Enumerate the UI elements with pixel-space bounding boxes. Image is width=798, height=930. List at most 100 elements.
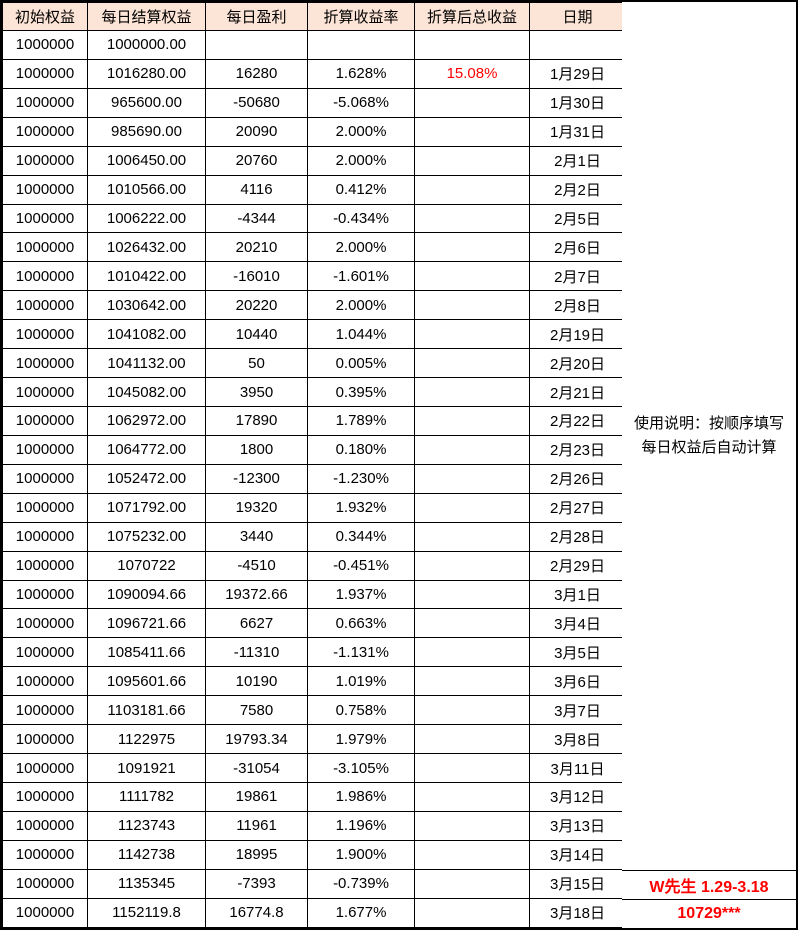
cell-return-rate[interactable]: 2.000% [307,290,415,321]
cell-return-rate[interactable]: -0.739% [307,868,415,899]
cell-initial-equity[interactable]: 1000000 [2,203,88,234]
cell-daily-profit[interactable]: 19861 [205,781,308,812]
cell-initial-equity[interactable]: 1000000 [2,116,88,147]
cell-return-rate[interactable]: 1.677% [307,897,415,928]
cell-daily-profit[interactable]: -50680 [205,87,308,118]
cell-date[interactable]: 3月18日 [529,897,626,928]
cell-initial-equity[interactable]: 1000000 [2,724,88,755]
cell-initial-equity[interactable]: 1000000 [2,897,88,928]
cell-settlement-equity[interactable]: 1095601.66 [87,666,206,697]
cell-date[interactable]: 3月5日 [529,637,626,668]
column-header-total-return[interactable]: 折算后总收益 [414,2,530,31]
cell-total-return[interactable] [414,116,530,147]
cell-initial-equity[interactable]: 1000000 [2,174,88,205]
cell-date[interactable]: 3月4日 [529,608,626,639]
cell-settlement-equity[interactable]: 1071792.00 [87,492,206,523]
cell-total-return[interactable] [414,695,530,726]
cell-date[interactable]: 2月28日 [529,521,626,552]
cell-initial-equity[interactable]: 1000000 [2,579,88,610]
cell-settlement-equity[interactable]: 1064772.00 [87,434,206,465]
cell-daily-profit[interactable]: 16774.8 [205,897,308,928]
cell-daily-profit[interactable]: -7393 [205,868,308,899]
cell-daily-profit[interactable]: 7580 [205,695,308,726]
cell-initial-equity[interactable]: 1000000 [2,348,88,379]
cell-initial-equity[interactable]: 1000000 [2,781,88,812]
cell-settlement-equity[interactable]: 1090094.66 [87,579,206,610]
column-header-return-rate[interactable]: 折算收益率 [307,2,415,31]
cell-date[interactable]: 3月1日 [529,579,626,610]
cell-settlement-equity[interactable]: 1152119.8 [87,897,206,928]
cell-total-return[interactable] [414,868,530,899]
cell-total-return[interactable] [414,145,530,176]
cell-date[interactable]: 1月29日 [529,58,626,89]
cell-return-rate[interactable]: -3.105% [307,753,415,783]
cell-total-return[interactable] [414,405,530,436]
cell-total-return[interactable] [414,666,530,697]
cell-total-return[interactable] [414,463,530,494]
cell-date[interactable]: 2月1日 [529,145,626,176]
cell-daily-profit[interactable]: 16280 [205,58,308,89]
cell-daily-profit[interactable]: -12300 [205,463,308,494]
cell-return-rate[interactable]: 2.000% [307,145,415,176]
column-header-date[interactable]: 日期 [529,2,626,31]
cell-settlement-equity[interactable]: 1000000.00 [87,30,206,60]
cell-return-rate[interactable]: 1.044% [307,319,415,350]
cell-return-rate[interactable]: 0.663% [307,608,415,639]
cell-total-return[interactable] [414,174,530,205]
cell-return-rate[interactable]: -0.451% [307,550,415,581]
cell-initial-equity[interactable]: 1000000 [2,839,88,870]
cell-total-return[interactable] [414,839,530,870]
cell-total-return[interactable] [414,261,530,292]
cell-settlement-equity[interactable]: 1070722 [87,550,206,581]
cell-return-rate[interactable]: 0.005% [307,348,415,379]
cell-total-return[interactable] [414,810,530,841]
cell-initial-equity[interactable]: 1000000 [2,377,88,407]
cell-total-return[interactable] [414,30,530,60]
cell-daily-profit[interactable]: -31054 [205,753,308,783]
cell-total-return[interactable] [414,608,530,639]
cell-date[interactable]: 2月29日 [529,550,626,581]
cell-total-return[interactable] [414,753,530,783]
cell-initial-equity[interactable]: 1000000 [2,521,88,552]
cell-initial-equity[interactable]: 1000000 [2,492,88,523]
cell-daily-profit[interactable]: 20220 [205,290,308,321]
cell-daily-profit[interactable]: 3440 [205,521,308,552]
cell-initial-equity[interactable]: 1000000 [2,30,88,60]
cell-daily-profit[interactable]: 10440 [205,319,308,350]
cell-total-return[interactable] [414,319,530,350]
column-header-settlement-equity[interactable]: 每日结算权益 [87,2,206,31]
cell-settlement-equity[interactable]: 1006222.00 [87,203,206,234]
cell-settlement-equity[interactable]: 1045082.00 [87,377,206,407]
cell-settlement-equity[interactable]: 1006450.00 [87,145,206,176]
cell-total-return[interactable] [414,290,530,321]
cell-return-rate[interactable]: 0.758% [307,695,415,726]
cell-settlement-equity[interactable]: 1052472.00 [87,463,206,494]
cell-total-return[interactable] [414,348,530,379]
cell-initial-equity[interactable]: 1000000 [2,434,88,465]
cell-date[interactable]: 3月8日 [529,724,626,755]
cell-date[interactable]: 3月7日 [529,695,626,726]
cell-initial-equity[interactable]: 1000000 [2,58,88,89]
cell-date[interactable]: 2月22日 [529,405,626,436]
cell-daily-profit[interactable]: 20090 [205,116,308,147]
cell-settlement-equity[interactable]: 1123743 [87,810,206,841]
cell-date[interactable]: 1月30日 [529,87,626,118]
cell-settlement-equity[interactable]: 1103181.66 [87,695,206,726]
cell-daily-profit[interactable]: 1800 [205,434,308,465]
cell-settlement-equity[interactable]: 1122975 [87,724,206,755]
cell-return-rate[interactable]: -0.434% [307,203,415,234]
cell-daily-profit[interactable]: 20760 [205,145,308,176]
cell-return-rate[interactable]: 1.196% [307,810,415,841]
cell-date[interactable]: 3月12日 [529,781,626,812]
cell-total-return[interactable] [414,579,530,610]
cell-settlement-equity[interactable]: 1016280.00 [87,58,206,89]
cell-settlement-equity[interactable]: 965600.00 [87,87,206,118]
cell-settlement-equity[interactable]: 1111782 [87,781,206,812]
cell-initial-equity[interactable]: 1000000 [2,232,88,263]
cell-return-rate[interactable]: 1.932% [307,492,415,523]
cell-date[interactable]: 3月14日 [529,839,626,870]
cell-date[interactable]: 2月19日 [529,319,626,350]
cell-date[interactable]: 2月21日 [529,377,626,407]
cell-return-rate[interactable]: -1.601% [307,261,415,292]
cell-initial-equity[interactable]: 1000000 [2,87,88,118]
